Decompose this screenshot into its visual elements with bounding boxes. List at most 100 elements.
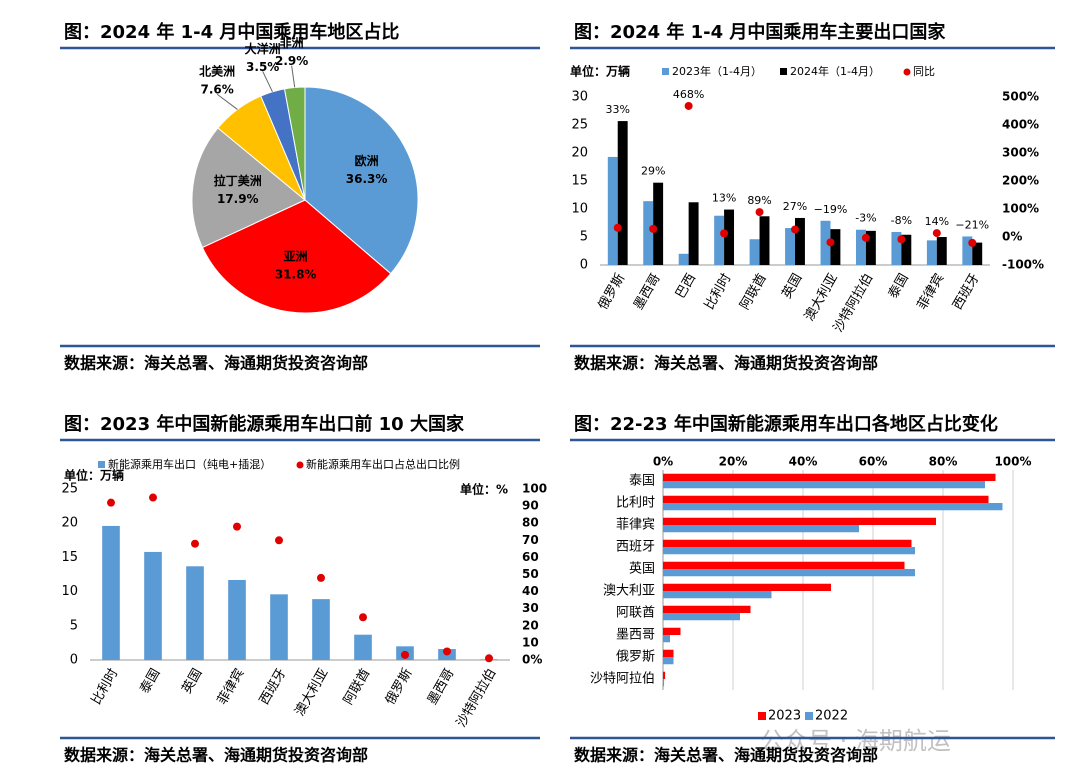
slice-value: 36.3% — [346, 172, 388, 186]
y-tick-label: 5 — [70, 618, 78, 633]
data-label: 13% — [712, 192, 736, 205]
y-tick-label: 泰国 — [629, 474, 655, 489]
x-tick-label: 泰国 — [137, 666, 163, 696]
dot — [275, 536, 283, 545]
y2-tick-label: 60 — [522, 550, 539, 564]
x-tick-label: 0% — [653, 455, 673, 469]
y-tick-label: 澳大利亚 — [603, 583, 655, 599]
chart-title: 图：2024 年 1-4 月中国乘用车主要出口国家 — [574, 21, 946, 43]
bar — [663, 627, 681, 635]
bar — [617, 121, 628, 265]
source: 数据来源：海关总署、海通期货投资咨询部 — [64, 354, 368, 373]
y-tick-label: 10 — [571, 202, 588, 217]
bar — [663, 517, 936, 525]
source: 数据来源：海关总署、海通期货投资咨询部 — [574, 746, 878, 765]
legend-marker — [805, 712, 813, 720]
slice-label: 欧洲 — [355, 153, 379, 168]
dot — [485, 654, 493, 663]
bar — [688, 202, 699, 265]
y-tick-label: 墨西哥 — [616, 628, 655, 643]
x-tick-label: 菲律宾 — [914, 271, 947, 313]
data-label: -3% — [855, 212, 876, 225]
y2-tick-label: 70 — [522, 533, 539, 547]
legend-marker — [98, 461, 105, 468]
y2-tick-label: 100 — [522, 482, 547, 496]
slice-value: 2.9% — [275, 54, 308, 68]
data-label: -8% — [891, 214, 912, 227]
dot — [684, 101, 693, 110]
y2-tick-label: 30 — [522, 601, 539, 615]
y-tick-label: 30 — [571, 90, 588, 105]
y2-tick-label: 0% — [522, 653, 542, 667]
x-tick-label: 40% — [789, 455, 818, 469]
y2-tick-label: 50 — [522, 567, 539, 581]
x-tick-label: 60% — [859, 455, 888, 469]
bar — [901, 234, 912, 265]
bar — [759, 216, 770, 265]
y-tick-label: 比利时 — [616, 496, 655, 511]
unit: 单位：万辆 — [64, 468, 124, 483]
y2-tick-label: 0% — [1002, 230, 1022, 244]
bar — [830, 229, 841, 265]
data-label: 29% — [641, 165, 665, 178]
y-tick-label: 25 — [571, 118, 588, 133]
bar — [144, 551, 162, 660]
y2-tick-label: 300% — [1002, 146, 1039, 160]
x-tick-label: 俄罗斯 — [383, 666, 415, 707]
y-tick-label: 20 — [61, 516, 78, 531]
dot — [317, 573, 325, 582]
bar — [663, 473, 996, 481]
dot — [755, 208, 764, 217]
dot — [720, 229, 729, 238]
x-tick-label: 澳大利亚 — [292, 666, 332, 719]
y-tick-label: 阿联酋 — [616, 605, 655, 621]
bar — [926, 240, 937, 265]
bar — [663, 561, 905, 569]
bar — [663, 503, 1003, 511]
legend-marker — [780, 68, 787, 75]
bar — [855, 229, 866, 265]
slice-label: 非洲 — [280, 35, 304, 50]
bar — [663, 657, 674, 665]
bar — [663, 591, 772, 599]
unit: 单位：% — [460, 482, 508, 497]
y2-tick-label: 40 — [522, 584, 539, 598]
pie-slice — [304, 86, 419, 275]
bar — [891, 231, 902, 265]
pie-slice — [191, 127, 306, 249]
x-tick-label: 阿联酋 — [737, 271, 770, 313]
bar — [663, 583, 831, 591]
bar — [354, 634, 372, 660]
bar — [714, 215, 725, 265]
dot — [826, 238, 835, 247]
leader-line — [262, 71, 273, 93]
bar — [270, 594, 288, 660]
y2-tick-label: 20 — [522, 618, 539, 632]
x-tick-label: 泰国 — [886, 271, 912, 301]
bar — [724, 209, 735, 265]
legend-marker — [296, 461, 304, 469]
bar — [795, 217, 805, 265]
y-tick-label: 20 — [571, 146, 588, 161]
dot — [897, 235, 906, 244]
y2-tick-label: -100% — [1002, 258, 1044, 272]
x-tick-label: 沙特阿拉伯 — [454, 666, 499, 730]
y-tick-label: 0 — [580, 258, 588, 273]
bar — [102, 525, 120, 660]
bar — [312, 599, 330, 660]
bar — [663, 649, 674, 657]
slice-label: 大洋洲 — [245, 41, 281, 56]
source: 数据来源：海关总署、海通期货投资咨询部 — [574, 354, 878, 373]
y2-tick-label: 10 — [522, 635, 539, 649]
dot — [401, 650, 409, 659]
watermark: 公众号 · 海期航运 — [760, 727, 951, 755]
x-tick-label: 比利时 — [702, 271, 734, 312]
slice-value: 17.9% — [217, 192, 259, 206]
bar — [663, 679, 665, 687]
x-tick-label: 英国 — [179, 666, 205, 696]
x-tick-label: 俄罗斯 — [596, 271, 628, 312]
x-tick-label: 澳大利亚 — [801, 271, 841, 324]
dot — [613, 223, 622, 232]
x-tick-label: 100% — [994, 455, 1031, 469]
data-label: 27% — [783, 200, 807, 213]
